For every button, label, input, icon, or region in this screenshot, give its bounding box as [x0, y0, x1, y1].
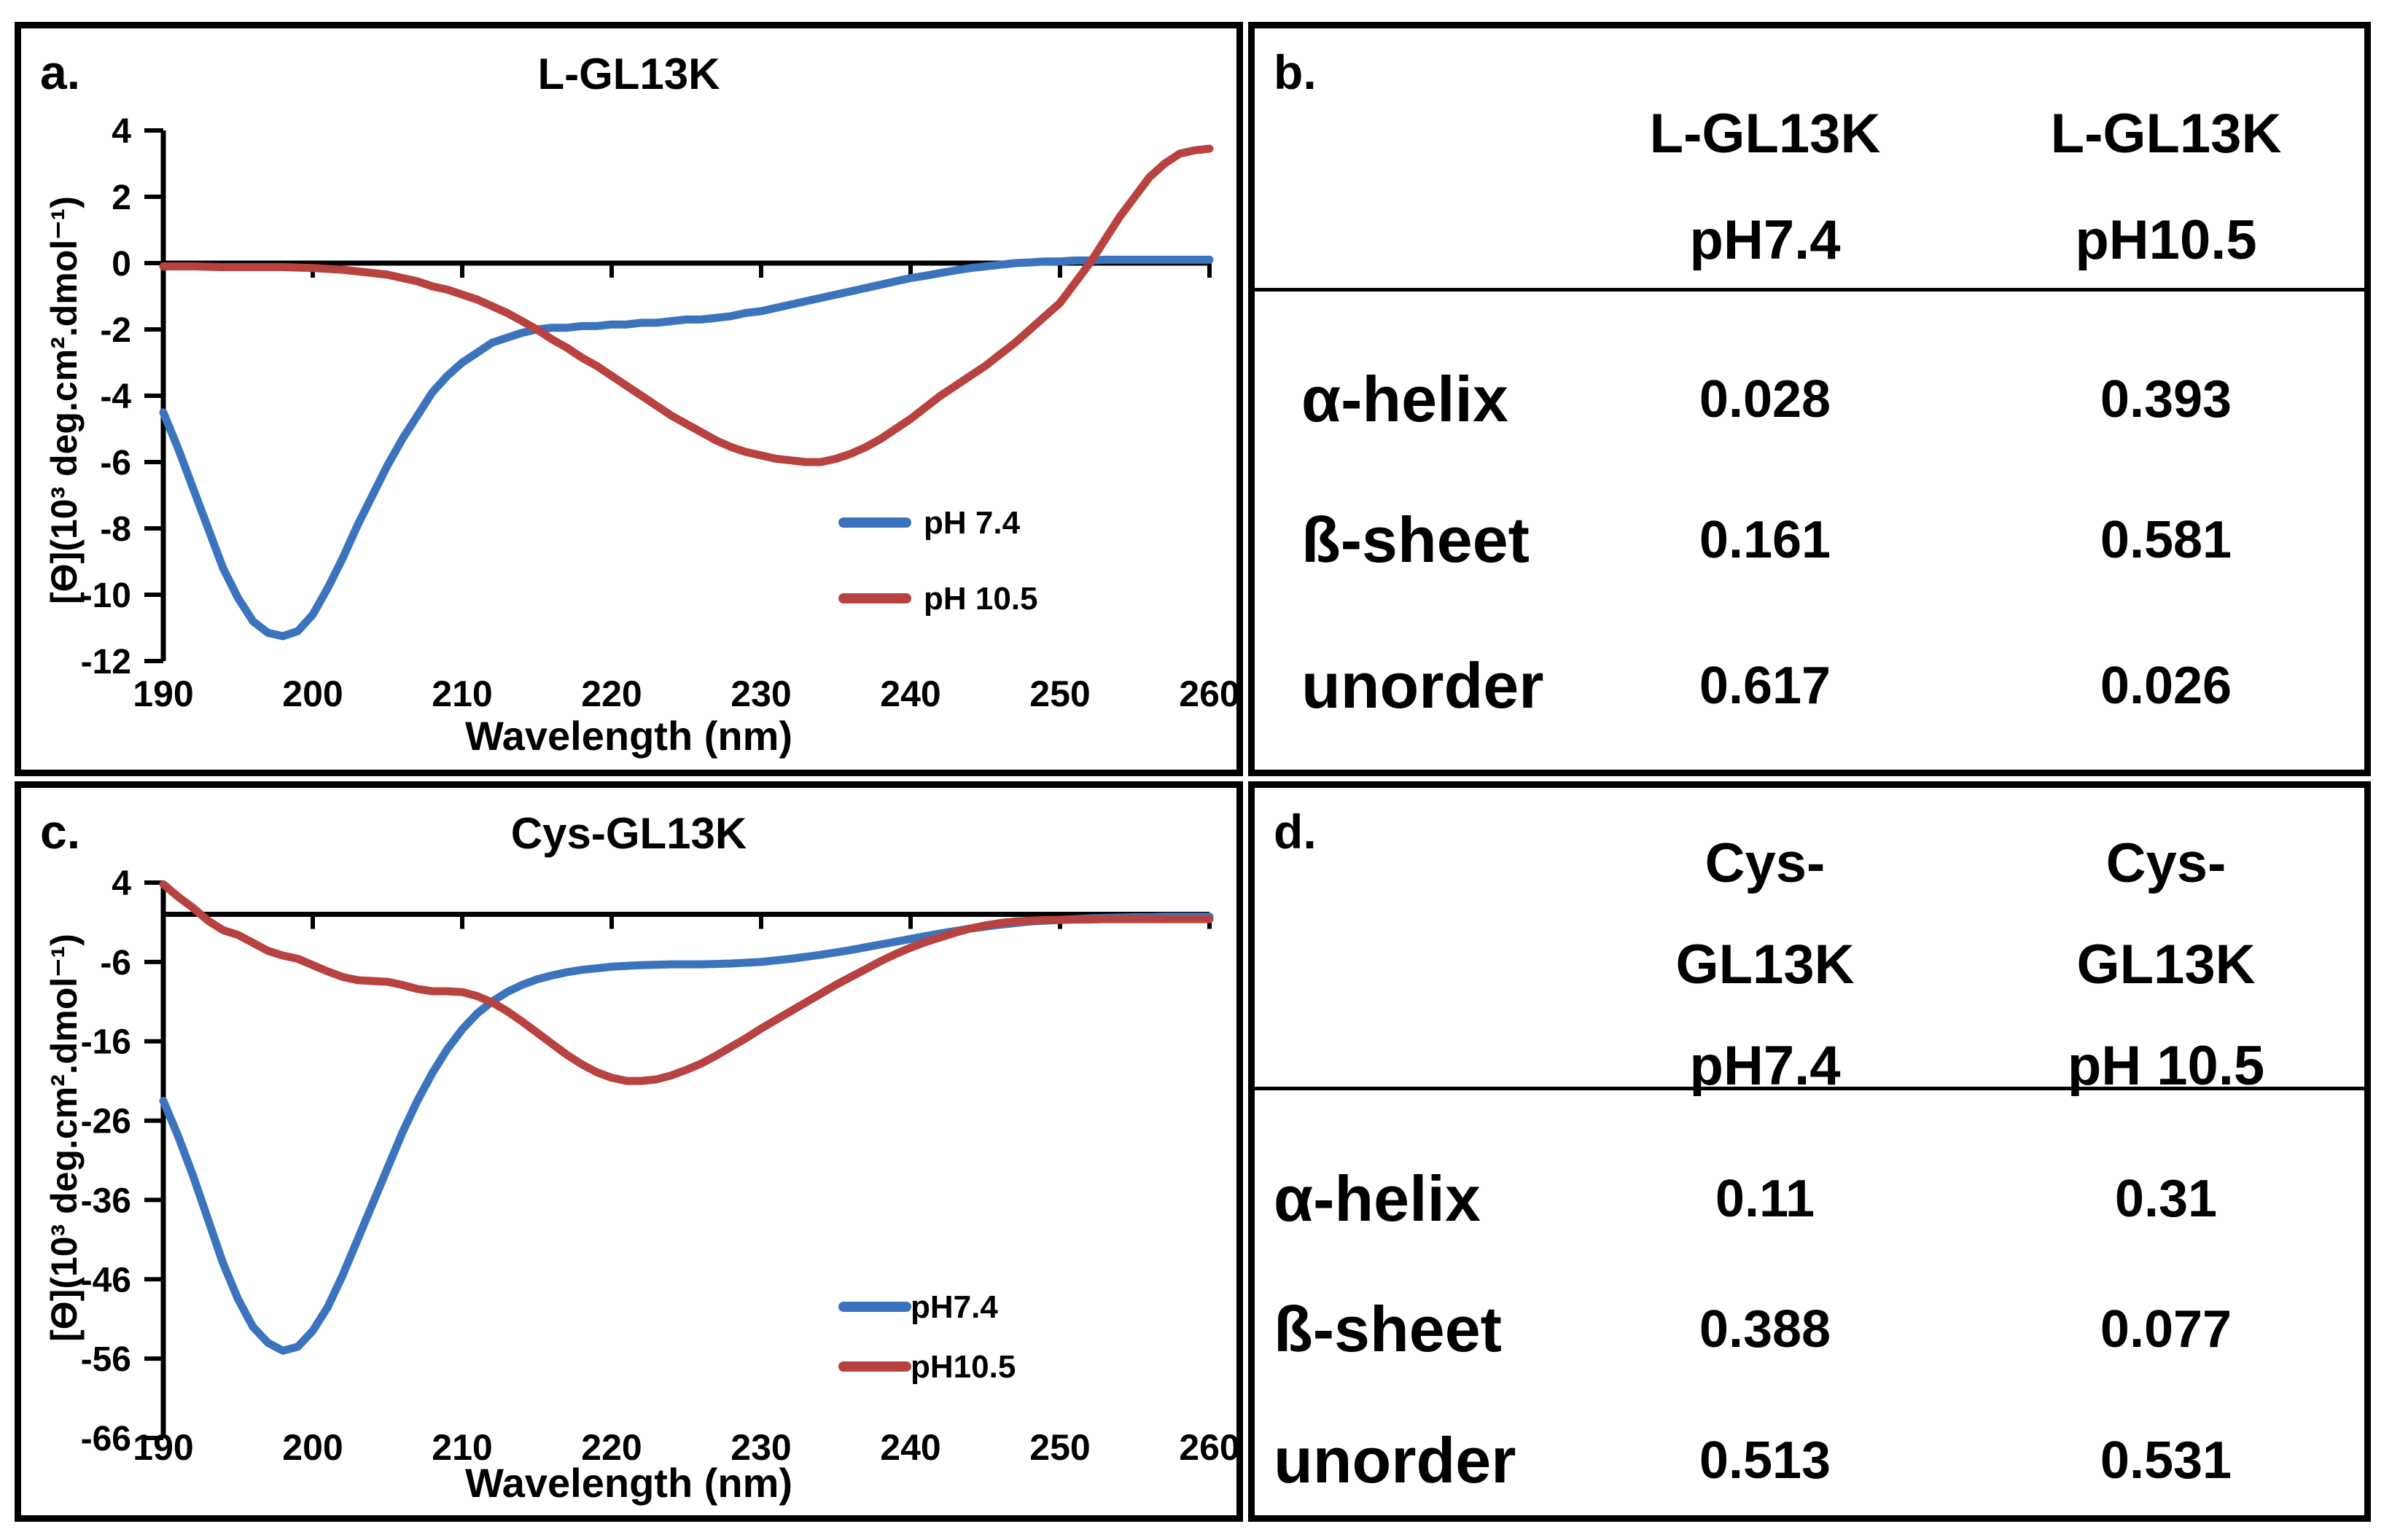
x-tick-label: 220 — [581, 1427, 642, 1468]
x-tick-label: 220 — [581, 673, 642, 714]
cell-value: 0.077 — [2100, 1300, 2232, 1359]
row-label-beta-sheet: ß-sheet — [1301, 504, 1530, 576]
table-row: α-helix 0.11 0.31 — [1255, 1152, 2364, 1246]
cell-value: 0.513 — [1699, 1431, 1831, 1490]
y-tick-label: -36 — [81, 1181, 131, 1220]
y-tick-label: 4 — [112, 864, 131, 903]
series-line-ph10.5 — [159, 880, 1214, 1085]
series-line-ph7.4 — [159, 912, 1214, 1355]
panel-d-table-cys-gl13k: d. Cys- GL13K pH7.4 Cys- GL13K pH 10.5 α… — [1248, 781, 2371, 1522]
panel-letter-c: c. — [40, 805, 81, 859]
x-tick-label: 240 — [880, 1427, 940, 1468]
series-line-ph7.4 — [159, 255, 1214, 641]
table-d-col1-line2: GL13K — [1675, 934, 1855, 996]
table-b-header-divider — [1255, 288, 2364, 292]
table-d-col1-line1: Cys- — [1705, 832, 1826, 894]
x-tick-label: 250 — [1029, 1427, 1090, 1468]
x-axis-title-c: Wavelength (nm) — [464, 1460, 793, 1506]
x-tick-label: 240 — [880, 673, 940, 714]
y-tick-label: -6 — [100, 944, 131, 982]
chart-title-c: Cys-GL13K — [510, 809, 747, 858]
table-b-col2-line1: L-GL13K — [2050, 103, 2282, 165]
cell-value: 0.581 — [2100, 511, 2232, 569]
y-tick-label: 0 — [112, 245, 131, 284]
y-tick-label: -26 — [81, 1103, 131, 1141]
row-label-unorder: unorder — [1274, 1424, 1516, 1496]
y-tick-label: -8 — [100, 510, 131, 549]
table-row: ß-sheet 0.161 0.581 — [1255, 493, 2364, 587]
cell-value: 0.026 — [2100, 657, 2232, 715]
legend-label: pH7.4 — [911, 1289, 998, 1325]
cd-spectrum-chart-c: 4 -6 -16 -26 -36 -46 -56 -66 190 200 210 220 230 240 2… — [81, 864, 1236, 1468]
cell-value: 0.531 — [2100, 1431, 2232, 1490]
table-d-header-divider — [1255, 1087, 2364, 1090]
x-tick-label: 260 — [1179, 1427, 1236, 1468]
cell-value: 0.028 — [1699, 370, 1831, 429]
table-d-column-header-1: Cys- GL13K pH7.4 — [1575, 813, 1955, 1117]
table-d-col2-line2: GL13K — [2076, 934, 2256, 996]
x-tick-label: 190 — [133, 673, 193, 714]
panel-c-chart-cys-gl13k: 4 -6 -16 -26 -36 -46 -56 -66 190 200 210 220 230 240 2… — [15, 781, 1243, 1522]
y-tick-label: -12 — [81, 643, 131, 681]
table-d-col2-line3: pH 10.5 — [2067, 1035, 2265, 1097]
y-tick-label: -16 — [81, 1023, 131, 1062]
table-row: unorder 0.513 0.531 — [1255, 1413, 2364, 1508]
panel-letter-a: a. — [40, 45, 81, 99]
panel-letter-d: d. — [1274, 805, 1317, 859]
x-tick-label: 200 — [282, 673, 343, 714]
x-tick-label: 260 — [1179, 673, 1236, 714]
y-tick-label: -10 — [81, 576, 131, 615]
y-tick-label: 2 — [112, 179, 131, 217]
table-d-col1-line3: pH7.4 — [1689, 1035, 1841, 1097]
panel-b-table-l-gl13k: b. L-GL13K pH7.4 L-GL13K pH10.5 α-helix … — [1248, 22, 2371, 776]
table-b-col1-line2: pH7.4 — [1689, 209, 1841, 271]
y-tick-label: -46 — [81, 1261, 131, 1299]
y-axis-title-c: [ϴ](10³ deg.cm².dmol⁻¹) — [44, 934, 85, 1342]
y-tick-label: -4 — [100, 378, 131, 416]
x-tick-label: 210 — [432, 673, 492, 714]
table-row: unorder 0.617 0.026 — [1255, 638, 2364, 733]
y-tick-label: -2 — [100, 311, 131, 350]
cell-value: 0.393 — [2100, 370, 2232, 429]
chart-title-a: L-GL13K — [537, 50, 720, 98]
cell-value: 0.617 — [1699, 657, 1831, 715]
table-b-col2-line2: pH10.5 — [2075, 209, 2257, 271]
x-tick-label: 190 — [133, 1427, 193, 1468]
table-row: ß-sheet 0.388 0.077 — [1255, 1282, 2364, 1377]
y-axis-title-a: [ϴ](10³ deg.cm².dmol⁻¹) — [44, 196, 85, 604]
x-tick-label: 250 — [1029, 673, 1090, 714]
row-label-alpha-helix: α-helix — [1274, 1162, 1481, 1235]
series-line-ph10.5 — [159, 144, 1214, 466]
legend-label: pH 10.5 — [924, 581, 1038, 617]
x-axis-title-a: Wavelength (nm) — [464, 713, 793, 759]
table-d-col2-line1: Cys- — [2105, 832, 2227, 894]
cell-value: 0.388 — [1699, 1300, 1831, 1359]
x-tick-label: 230 — [731, 673, 791, 714]
legend-label: pH 7.4 — [924, 505, 1021, 541]
table-d-column-header-2: Cys- GL13K pH 10.5 — [1976, 813, 2356, 1117]
row-label-alpha-helix: α-helix — [1301, 363, 1508, 435]
cell-value: 0.161 — [1699, 511, 1831, 569]
x-tick-label: 210 — [432, 1427, 492, 1468]
table-b-column-header-1: L-GL13K pH7.4 — [1575, 81, 1955, 294]
y-tick-label: 4 — [112, 112, 131, 151]
y-tick-label: -66 — [81, 1420, 131, 1458]
cell-value: 0.31 — [2114, 1170, 2218, 1228]
x-tick-label: 200 — [282, 1427, 343, 1468]
x-tick-label: 230 — [731, 1427, 791, 1468]
y-tick-label: -56 — [81, 1340, 131, 1379]
panel-letter-b: b. — [1274, 45, 1317, 99]
legend-label: pH10.5 — [911, 1349, 1016, 1385]
cell-value: 0.11 — [1715, 1170, 1815, 1228]
table-b-col1-line1: L-GL13K — [1649, 103, 1881, 165]
table-row: α-helix 0.028 0.393 — [1255, 352, 2364, 447]
table-b-column-header-2: L-GL13K pH10.5 — [1976, 81, 2356, 294]
panel-a-chart-l-gl13k: 4 2 0 -2 -4 -6 -8 -10 -12 190 200 210 220 230 240 250 26… — [15, 22, 1243, 776]
y-tick-label: -6 — [100, 444, 131, 482]
row-label-unorder: unorder — [1301, 649, 1544, 722]
row-label-beta-sheet: ß-sheet — [1274, 1293, 1502, 1365]
